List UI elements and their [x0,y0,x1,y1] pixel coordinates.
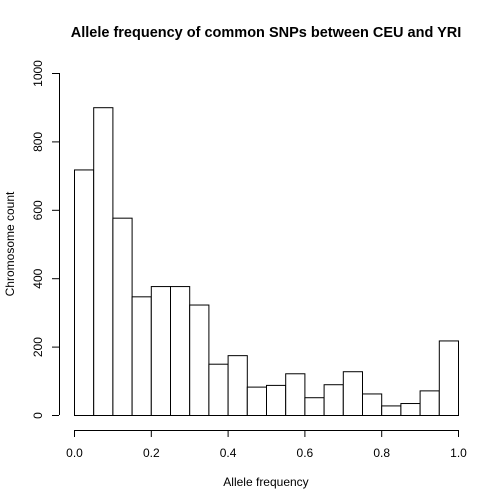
histogram-bar [381,405,402,417]
histogram-bar [93,107,114,416]
histogram-bar [438,340,459,416]
y-axis: 0 200 400 600 800 1000 [31,60,60,419]
x-axis-label: Allele frequency [223,475,308,489]
histogram-bar [150,286,172,416]
histogram-bars [74,107,459,417]
y-tick-label: 1000 [31,60,45,87]
histogram-bar [285,373,306,416]
histogram-bar [131,296,152,416]
histogram-bar [304,397,325,417]
y-tick-label: 800 [31,132,45,152]
histogram-bar [323,384,344,417]
histogram-bar [266,384,287,416]
y-tick-label: 600 [31,200,45,220]
histogram-bar [227,355,248,416]
histogram-bar [170,286,191,416]
x-tick-label: 0.2 [143,446,160,460]
histogram-bar [208,363,229,417]
histogram-bar [112,217,133,416]
histogram-bar [342,371,363,416]
x-tick-label: 1.0 [450,446,467,460]
histogram-bar [400,403,421,416]
histogram-bar [189,304,210,416]
y-tick-label: 200 [31,337,45,357]
y-tick-label: 0 [31,412,45,419]
y-tick-label: 400 [31,268,45,288]
histogram-bar [362,393,383,417]
chart-title: Allele frequency of common SNPs between … [71,25,462,41]
histogram-bar [74,169,95,416]
histogram-bar [419,390,440,417]
x-axis: 0.0 0.2 0.4 0.6 0.8 1.0 [66,430,467,460]
histogram-bar [246,386,268,416]
x-tick-label: 0.0 [66,446,83,460]
y-axis-label: Chromosome count [3,191,17,296]
x-tick-label: 0.8 [373,446,390,460]
x-tick-label: 0.6 [297,446,314,460]
x-tick-label: 0.4 [220,446,237,460]
